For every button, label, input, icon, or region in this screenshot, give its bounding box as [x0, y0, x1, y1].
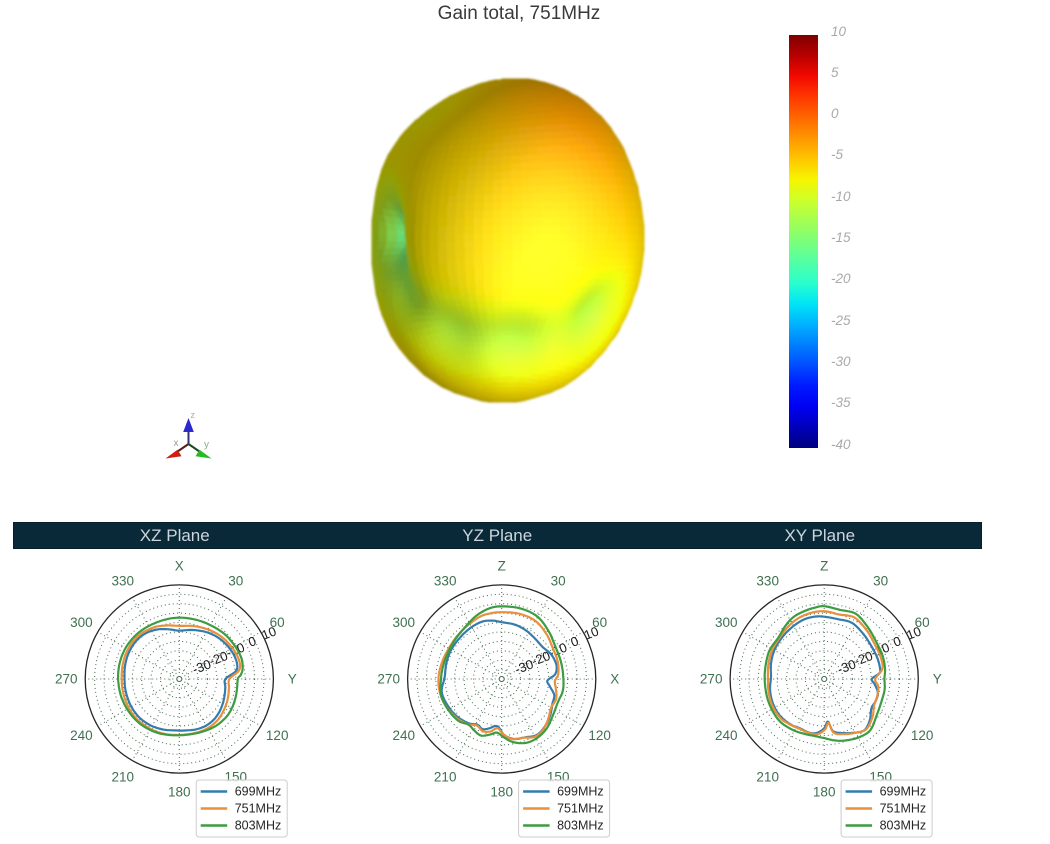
svg-text:30: 30: [551, 574, 566, 589]
svg-text:803MHz: 803MHz: [880, 818, 927, 832]
svg-text:X: X: [610, 672, 619, 687]
svg-text:751MHz: 751MHz: [235, 801, 282, 815]
svg-text:X: X: [175, 559, 184, 574]
svg-text:60: 60: [592, 615, 607, 630]
svg-text:240: 240: [393, 728, 416, 743]
svg-text:10: 10: [582, 624, 601, 643]
svg-text:300: 300: [715, 615, 738, 630]
svg-text:699MHz: 699MHz: [557, 784, 604, 798]
svg-text:-20: -20: [207, 648, 230, 669]
svg-text:300: 300: [393, 615, 416, 630]
svg-text:180: 180: [168, 785, 191, 800]
svg-text:803MHz: 803MHz: [235, 818, 282, 832]
svg-text:330: 330: [434, 574, 457, 589]
svg-text:803MHz: 803MHz: [557, 818, 604, 832]
svg-text:300: 300: [70, 615, 93, 630]
svg-text:0: 0: [246, 633, 258, 650]
svg-text:120: 120: [588, 728, 611, 743]
svg-text:z: z: [191, 410, 196, 420]
svg-text:270: 270: [700, 672, 723, 687]
svg-text:699MHz: 699MHz: [235, 784, 282, 798]
svg-text:60: 60: [270, 615, 285, 630]
svg-text:-30: -30: [513, 656, 536, 677]
svg-text:180: 180: [813, 785, 836, 800]
svg-text:x: x: [174, 438, 179, 449]
svg-text:-20: -20: [529, 648, 552, 669]
svg-text:60: 60: [915, 615, 930, 630]
svg-text:0: 0: [891, 633, 903, 650]
svg-text:y: y: [204, 440, 209, 451]
svg-text:330: 330: [112, 574, 135, 589]
svg-text:180: 180: [490, 785, 513, 800]
svg-text:-20: -20: [852, 648, 875, 669]
svg-text:Y: Y: [288, 672, 297, 687]
svg-text:699MHz: 699MHz: [880, 784, 927, 798]
svg-text:240: 240: [70, 728, 93, 743]
svg-text:10: 10: [259, 624, 278, 643]
svg-text:120: 120: [266, 728, 289, 743]
svg-text:240: 240: [715, 728, 738, 743]
svg-text:210: 210: [756, 769, 779, 784]
svg-text:10: 10: [904, 624, 923, 643]
svg-text:210: 210: [112, 769, 135, 784]
svg-text:-30: -30: [835, 656, 858, 677]
svg-text:Z: Z: [820, 559, 828, 574]
svg-text:120: 120: [911, 728, 934, 743]
svg-text:-30: -30: [190, 656, 213, 677]
svg-text:270: 270: [377, 672, 400, 687]
svg-text:30: 30: [228, 574, 243, 589]
svg-text:751MHz: 751MHz: [557, 801, 604, 815]
svg-text:0: 0: [568, 633, 580, 650]
svg-text:270: 270: [55, 672, 78, 687]
svg-text:Y: Y: [933, 672, 942, 687]
svg-text:751MHz: 751MHz: [880, 801, 927, 815]
svg-text:Z: Z: [498, 559, 506, 574]
svg-text:330: 330: [756, 574, 779, 589]
svg-text:210: 210: [434, 769, 457, 784]
svg-text:30: 30: [873, 574, 888, 589]
